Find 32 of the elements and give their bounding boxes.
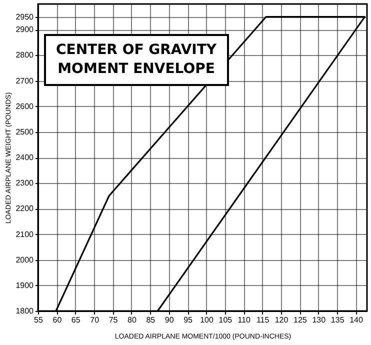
y-tick-label: 2000: [16, 255, 34, 264]
y-tick-label: 2300: [16, 178, 34, 188]
title-box: CENTER OF GRAVITY MOMENT ENVELOPE: [44, 34, 229, 86]
x-tick-label: 100: [200, 316, 214, 324]
x-tick-label: 95: [184, 316, 194, 324]
y-tick-label: 2400: [16, 153, 34, 162]
x-tick-label: 65: [71, 316, 81, 324]
x-tick-label: 70: [90, 316, 100, 324]
y-tick-label: 2200: [16, 204, 34, 214]
y-tick-label: 1800: [16, 306, 34, 316]
x-tick-label: 115: [256, 316, 270, 324]
x-tick-label: 120: [274, 316, 289, 324]
x-tick-label: 80: [128, 316, 137, 324]
y-tick-label: 2900: [16, 25, 34, 34]
x-tick-label: 105: [218, 316, 233, 324]
y-tick-label: 2800: [16, 50, 34, 60]
x-tick-label: 135: [330, 316, 345, 324]
y-tick-label: 2100: [16, 230, 34, 239]
y-tick-label: 2500: [16, 127, 34, 136]
y-tick-label: 1900: [16, 280, 34, 290]
y-tick-label: 2950: [16, 12, 34, 22]
x-tick-label: 140: [350, 316, 364, 324]
x-tick-label: 130: [312, 316, 326, 324]
x-tick-label: 55: [34, 316, 44, 324]
y-tick-label: 2700: [16, 76, 34, 86]
x-tick-label: 90: [164, 316, 174, 324]
x-tick-label: 85: [146, 316, 156, 324]
x-tick-label: 110: [238, 316, 252, 324]
y-tick-label: 2600: [16, 102, 34, 111]
x-tick-label: 60: [52, 316, 62, 324]
x-tick-label: 75: [108, 316, 118, 324]
x-tick-label: 125: [294, 316, 308, 324]
